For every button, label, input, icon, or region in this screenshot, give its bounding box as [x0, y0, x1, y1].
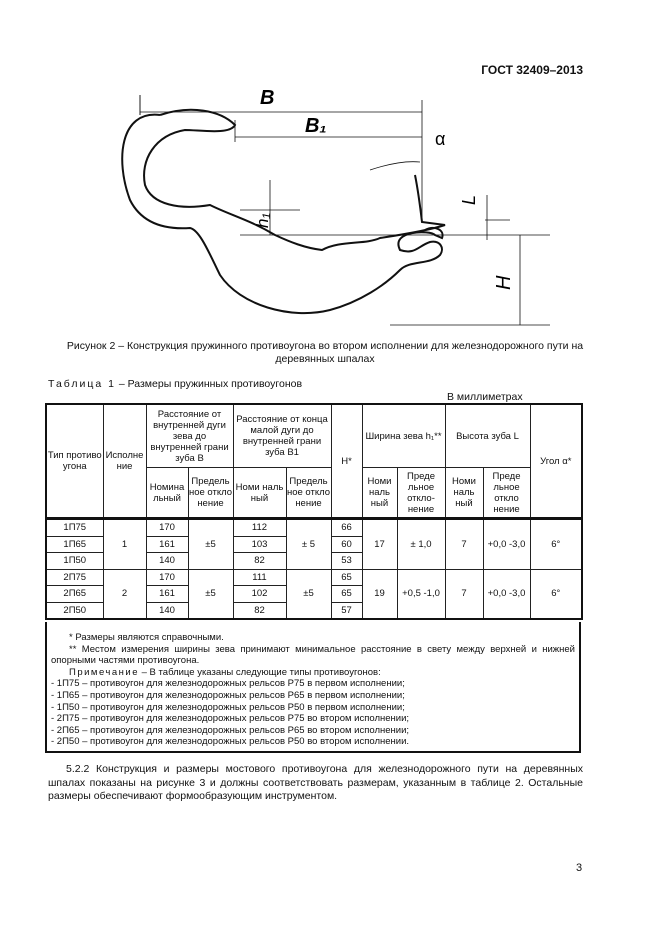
cell-b: 140: [145, 552, 189, 570]
table-row: 2П50 140 82 57: [45, 601, 582, 620]
cell-h: 66: [330, 518, 363, 537]
header-b-nom: Номина льный: [145, 467, 189, 519]
table-units: В миллиметрах: [447, 391, 523, 403]
header-b1: Расстояние от конца малой дуги до внутре…: [232, 403, 332, 468]
header-b-dev: Предель ное откло нение: [187, 467, 234, 519]
document-code: ГОСТ 32409–2013: [481, 63, 583, 77]
header-h1-dev: Преде льное откло- нение: [396, 467, 446, 519]
cell-type: 2П50: [45, 601, 104, 620]
cell-b1-dev: ±5: [285, 568, 332, 620]
label-b1: B₁: [305, 115, 326, 137]
cell-b1: 102: [232, 585, 287, 603]
header-angle: Угол α*: [529, 403, 583, 519]
label-b: B: [260, 87, 274, 109]
note-item: - 2П65 – противоугон для железнодорожных…: [51, 724, 410, 736]
header-l-nom: Номи наль ный: [444, 467, 484, 519]
label-l: L: [459, 195, 479, 205]
label-h1: h₁: [253, 213, 272, 228]
cell-b1: 112: [232, 518, 287, 537]
header-h: Н*: [330, 403, 363, 519]
dimensions-table: Тип противо угона Исполне ние Расстояние…: [45, 403, 583, 620]
cell-b-dev: ±5: [187, 518, 234, 570]
note-item: - 1П75 – противоугон для железнодорожных…: [51, 678, 405, 690]
note-item: - 2П50 – противоугон для железнодорожных…: [51, 736, 410, 748]
cell-l-dev: +0,0 -3,0: [482, 518, 531, 570]
cell-type: 1П50: [45, 552, 104, 570]
cell-angle: 6°: [529, 518, 583, 570]
table-title: Таблица 1 – Размеры пружинных противоуго…: [48, 378, 302, 390]
cell-b: 161: [145, 535, 189, 553]
figure-caption: Рисунок 2 – Конструкция пружинного проти…: [66, 340, 584, 365]
note-label: Примечание: [69, 666, 139, 678]
header-h1-nom: Номи наль ный: [361, 467, 398, 519]
cell-b: 170: [145, 568, 189, 586]
cell-b1: 82: [232, 601, 287, 620]
cell-type: 1П75: [45, 518, 104, 537]
cell-h: 65: [330, 585, 363, 603]
table-row: 2П75 2 170 ±5 111 ±5 65 19 +0,5 -1,0 7 +…: [45, 568, 583, 620]
note-item: - 1П50 – противоугон для железнодорожных…: [51, 701, 405, 713]
cell-h: 53: [330, 552, 363, 570]
header-l-dev: Преде льное откло нение: [482, 467, 531, 519]
body-paragraph: 5.2.2 Конструкция и размеры мостового пр…: [48, 763, 583, 802]
header-b1-dev: Предель ное откло нение: [285, 467, 332, 519]
header-version: Исполне ние: [102, 403, 147, 519]
cell-l-dev: +0,0 -3,0: [482, 568, 531, 620]
cell-b: 140: [145, 601, 189, 620]
cell-angle: 6°: [529, 568, 583, 620]
cell-version: 1: [102, 518, 147, 570]
note-item: - 1П65 – противоугон для железнодорожных…: [51, 689, 405, 701]
cell-type: 2П75: [45, 568, 104, 586]
cell-h: 60: [330, 535, 363, 553]
cell-b1: 82: [232, 552, 287, 570]
cell-l-nom: 7: [444, 518, 484, 570]
cell-b: 170: [145, 518, 189, 537]
cell-type: 2П65: [45, 585, 104, 603]
cell-b1: 111: [232, 568, 287, 586]
label-alpha: α: [435, 129, 445, 149]
cell-l-nom: 7: [444, 568, 484, 620]
page-number: 3: [576, 862, 583, 874]
note-header: Примечание – В таблице указаны следующие…: [51, 667, 575, 679]
table-row: 1П75 1 170 ±5 112 ± 5 66 17 ± 1,0 7 +0,0…: [45, 518, 583, 570]
cell-h: 65: [330, 568, 363, 586]
hook-drawing: B B₁ α L h₁ H: [121, 87, 550, 326]
header-type: Тип противо угона: [45, 403, 104, 519]
header-h1: Ширина зева h₁**: [361, 403, 446, 468]
header-l: Высота зуба L: [444, 403, 531, 468]
cell-b1: 103: [232, 535, 287, 553]
note-item: - 2П75 – противоугон для железнодорожных…: [51, 713, 410, 725]
cell-b-dev: ±5: [187, 568, 234, 620]
note-1: * Размеры являются справочными.: [69, 632, 224, 643]
cell-h1-nom: 19: [361, 568, 398, 620]
cell-type: 1П65: [45, 535, 104, 553]
note-text: – В таблице указаны следующие типы проти…: [139, 666, 381, 678]
cell-b: 161: [145, 585, 189, 603]
cell-h1-dev: ± 1,0: [396, 518, 446, 570]
cell-h1-dev: +0,5 -1,0: [396, 568, 446, 620]
table-notes: * Размеры являются справочными. ** Место…: [45, 622, 581, 753]
label-h: H: [493, 275, 515, 290]
hook-outline: [121, 113, 444, 314]
table-title-text: – Размеры пружинных противоугонов: [115, 378, 303, 390]
note-2: ** Местом измерения ширины зева принимаю…: [51, 643, 575, 667]
cell-h1-nom: 17: [361, 518, 398, 570]
table-title-prefix: Таблица 1: [48, 378, 116, 390]
header-b1-nom: Номи наль ный: [232, 467, 287, 519]
cell-h: 57: [330, 601, 363, 620]
cell-version: 2: [102, 568, 147, 620]
cell-b1-dev: ± 5: [285, 518, 332, 570]
header-b: Расстояние от внутренней дуги зева до вн…: [145, 403, 234, 468]
